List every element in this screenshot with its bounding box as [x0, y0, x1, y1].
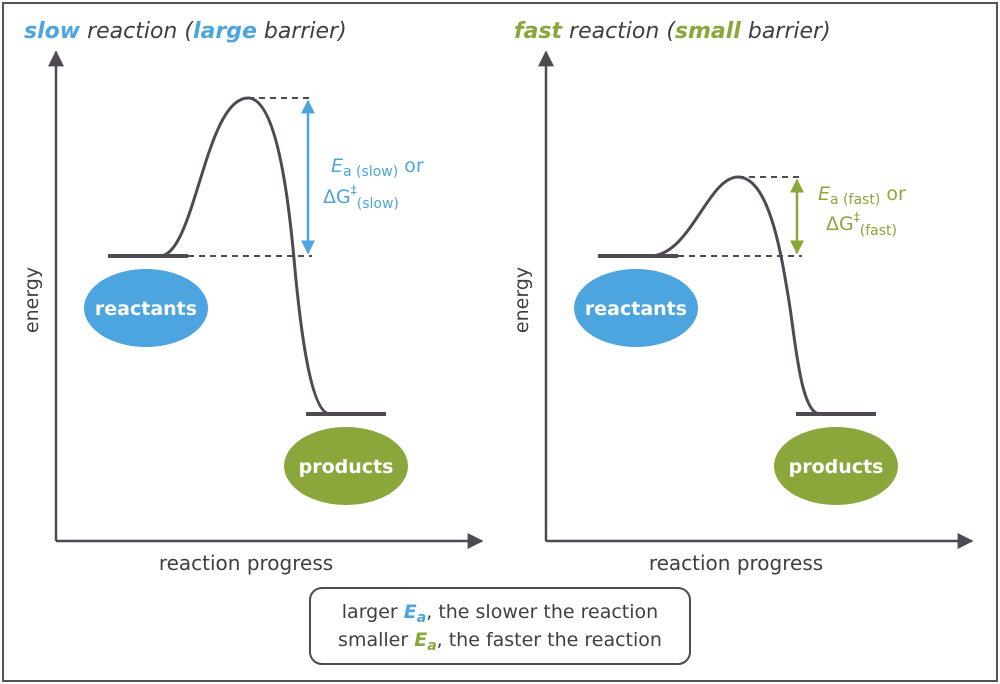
right-energy-curve	[649, 175, 821, 416]
summary-line2-E: E	[414, 629, 427, 651]
left-title-large: large	[193, 19, 257, 44]
left-reactants-ellipse	[84, 269, 208, 347]
left-label-dagger: ‡	[351, 183, 357, 197]
left-x-axis-label: reaction progress	[159, 551, 333, 575]
left-label-a: a	[343, 164, 352, 180]
right-title-text2: barrier)	[741, 19, 831, 44]
left-label-sub2: (slow)	[357, 196, 399, 212]
left-label-delta: ΔG	[323, 186, 351, 208]
summary-line2-post: , the faster the reaction	[437, 629, 662, 651]
right-y-axis-label: energy	[511, 267, 533, 333]
summary-line-1: larger Ea, the slower the reaction	[342, 601, 658, 626]
left-products-ellipse	[284, 427, 408, 505]
right-label-E: E	[818, 183, 830, 205]
summary-line1-a: a	[417, 610, 426, 626]
left-barrier-label-line2: ΔG‡(slow)	[323, 183, 399, 212]
right-label-dagger: ‡	[854, 210, 860, 224]
right-label-or: or	[880, 183, 906, 205]
summary-line1-post: , the slower the reaction	[426, 601, 658, 623]
right-panel: fast reaction (small barrier) energy rea…	[511, 19, 974, 575]
left-title-text2: barrier)	[257, 19, 347, 44]
right-label-sub2: (fast)	[860, 223, 897, 239]
summary-line2-pre: smaller	[338, 629, 414, 651]
left-title-slow: slow	[24, 19, 81, 44]
right-products-label: products	[789, 456, 884, 478]
summary-line2-a: a	[427, 638, 436, 654]
right-x-axis-label: reaction progress	[649, 551, 823, 575]
summary-box-frame	[309, 587, 691, 665]
left-label-or: or	[398, 155, 424, 177]
left-barrier-label-line1: Ea (slow) or	[331, 155, 424, 180]
right-title-small: small	[675, 19, 741, 44]
left-y-axis-label: energy	[21, 267, 43, 333]
summary-line1-E: E	[404, 601, 417, 623]
right-reactants-ellipse	[574, 269, 698, 347]
left-title-text1: reaction (	[80, 19, 194, 44]
summary-line1-pre: larger	[342, 601, 404, 623]
left-energy-curve	[159, 96, 331, 416]
summary-box: larger Ea, the slower the reaction small…	[309, 587, 691, 665]
left-panel: slow reaction (large barrier) energy rea…	[21, 19, 484, 575]
left-products-label: products	[299, 456, 394, 478]
right-label-delta: ΔG	[826, 213, 854, 235]
left-label-sub: (slow)	[352, 164, 399, 180]
right-barrier-label-line2: ΔG‡(fast)	[826, 210, 897, 239]
right-products-ellipse	[774, 427, 898, 505]
right-title-fast: fast	[514, 19, 564, 44]
right-title-text1: reaction (	[562, 19, 676, 44]
left-panel-title: slow reaction (large barrier)	[24, 19, 347, 44]
right-reactants-label: reactants	[585, 298, 687, 320]
right-label-sub: (fast)	[839, 192, 881, 208]
left-label-E: E	[331, 155, 343, 177]
right-label-a: a	[830, 192, 839, 208]
right-panel-title: fast reaction (small barrier)	[514, 19, 831, 44]
left-reactants-label: reactants	[95, 298, 197, 320]
summary-line-2: smaller Ea, the faster the reaction	[338, 629, 662, 654]
right-barrier-label-line1: Ea (fast) or	[818, 183, 906, 208]
